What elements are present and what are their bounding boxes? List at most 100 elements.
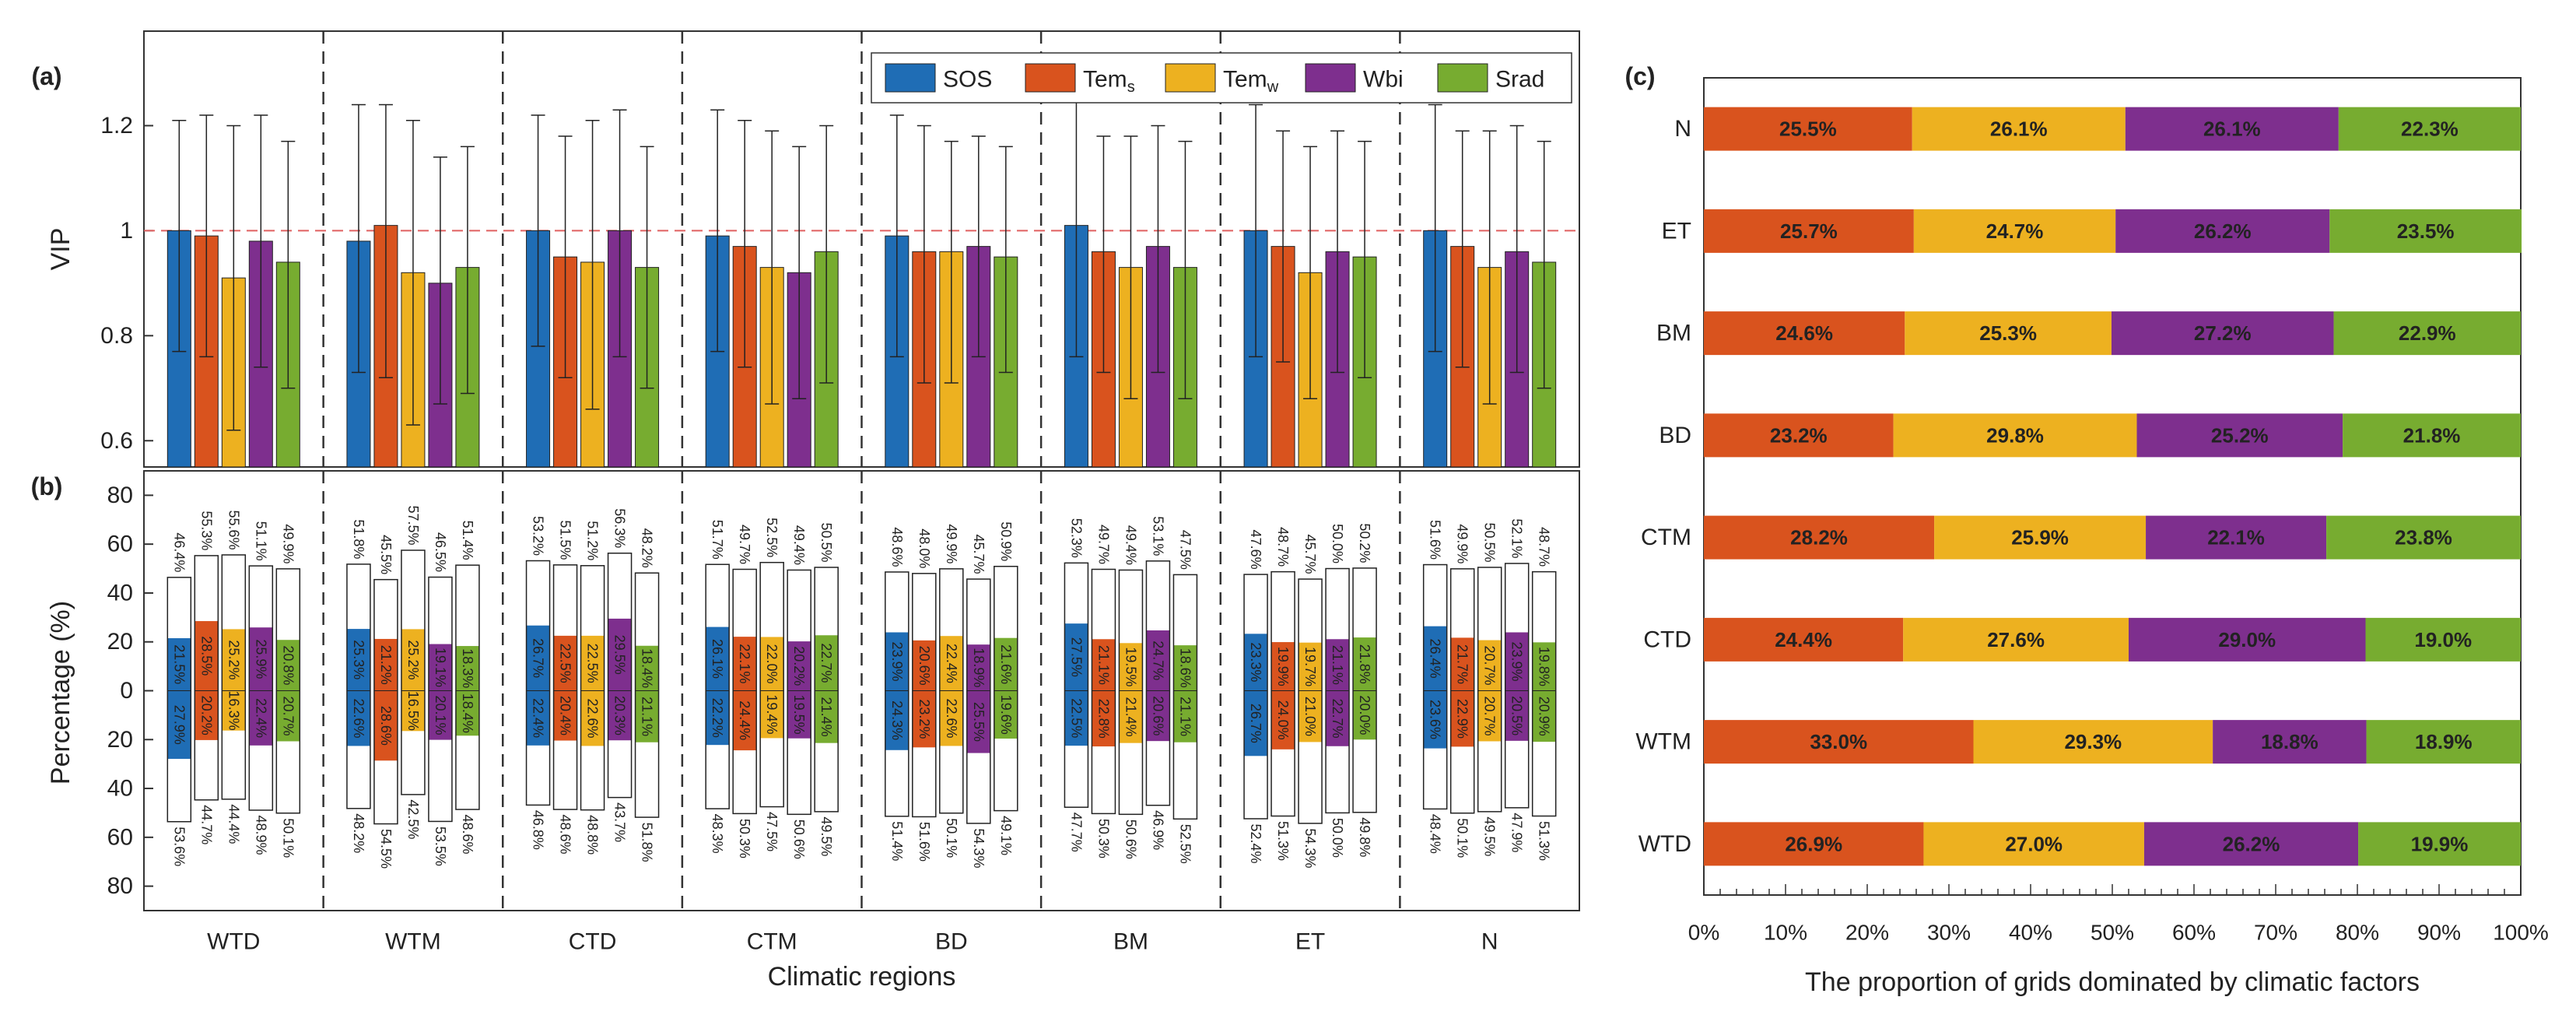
label-pos-total: 50.5% bbox=[1482, 522, 1498, 562]
dominance-bar-label: 27.6% bbox=[1987, 628, 2045, 651]
sig-neg-bar-SOS bbox=[1423, 690, 1447, 749]
label-neg-total: 48.6% bbox=[558, 815, 573, 855]
label-neg-sig: 18.4% bbox=[460, 693, 475, 733]
label-pos-total: 49.4% bbox=[1123, 525, 1138, 565]
sig-neg-bar-Tems bbox=[733, 690, 757, 751]
label-pos-sig: 18.3% bbox=[460, 648, 475, 688]
label-neg-sig: 20.9% bbox=[1537, 697, 1552, 736]
sig-neg-bar-Wbi bbox=[1146, 690, 1170, 742]
label-neg-sig: 19.5% bbox=[791, 695, 807, 735]
sig-neg-bar-Wbi bbox=[1505, 690, 1529, 741]
label-pos-sig: 22.1% bbox=[737, 644, 752, 683]
sig-pos-bar-Wbi bbox=[1326, 639, 1350, 691]
dominance-bar-label: 25.5% bbox=[1779, 118, 1837, 141]
label-pos-sig: 25.2% bbox=[226, 640, 241, 679]
label-neg-sig: 22.6% bbox=[585, 698, 601, 738]
label-pos-sig: 25.2% bbox=[405, 640, 421, 679]
label-neg-total: 51.4% bbox=[889, 821, 905, 861]
dominance-bar-WTD-Wbi bbox=[2143, 822, 2359, 866]
label-pos-sig: 23.3% bbox=[1248, 642, 1263, 682]
sig-pos-bar-SOS bbox=[1064, 623, 1088, 691]
total-box-Wbi bbox=[1504, 563, 1530, 809]
panel-a-ytick-label: 0.8 bbox=[100, 323, 133, 349]
dominance-bar-CTM-Srad bbox=[2326, 515, 2521, 560]
legend-label-Srad: Srad bbox=[1495, 67, 1544, 93]
label-neg-total: 46.8% bbox=[531, 810, 546, 850]
label-pos-total: 48.7% bbox=[1275, 527, 1291, 567]
sig-neg-bar-Temw bbox=[580, 690, 605, 746]
sig-neg-bar-Tems bbox=[1271, 690, 1295, 749]
dominance-bar-CTD-Wbi bbox=[2129, 617, 2366, 662]
dominance-bar-label: 27.2% bbox=[2194, 321, 2252, 345]
label-pos-sig: 18.9% bbox=[971, 648, 987, 687]
dominance-bar-label: 27.0% bbox=[2005, 832, 2063, 855]
label-neg-total: 50.3% bbox=[737, 819, 752, 858]
dominance-bar-N-Wbi bbox=[2125, 107, 2339, 151]
label-pos-sig: 24.7% bbox=[1150, 641, 1165, 680]
label-pos-sig: 21.8% bbox=[1357, 644, 1372, 684]
label-pos-sig: 23.9% bbox=[889, 641, 905, 681]
label-pos-total: 55.6% bbox=[226, 510, 241, 549]
label-pos-sig: 27.5% bbox=[1068, 637, 1084, 677]
sig-neg-bar-Srad bbox=[1353, 690, 1377, 740]
label-pos-total: 51.8% bbox=[351, 519, 366, 559]
sig-neg-bar-SOS bbox=[526, 690, 550, 746]
total-box-Tems bbox=[1270, 570, 1295, 817]
dominance-bar-N-Srad bbox=[2338, 107, 2521, 151]
sig-neg-bar-Srad bbox=[994, 690, 1018, 739]
sig-pos-bar-Wbi bbox=[1146, 630, 1170, 691]
dominance-bar-label: 22.9% bbox=[2399, 321, 2456, 345]
dominance-bar-label: 26.1% bbox=[1990, 118, 2048, 141]
label-neg-sig: 22.6% bbox=[351, 698, 366, 738]
dominance-bar-label: 26.1% bbox=[2203, 118, 2261, 141]
dominance-bar-label: 24.6% bbox=[1775, 321, 1833, 345]
label-pos-sig: 28.5% bbox=[198, 636, 214, 676]
label-pos-total: 45.7% bbox=[1302, 535, 1318, 574]
panel-b-ytick-label: 20 bbox=[107, 629, 133, 655]
dominance-bar-BM-Temw bbox=[1905, 311, 2112, 356]
sig-neg-bar-Srad bbox=[815, 690, 839, 743]
label-pos-sig: 20.6% bbox=[916, 646, 932, 686]
label-pos-sig: 25.3% bbox=[351, 640, 366, 679]
panel-c-frame bbox=[1703, 77, 2522, 896]
dominance-bar-BD-Temw bbox=[1893, 413, 2137, 458]
label-pos-total: 50.5% bbox=[818, 522, 834, 562]
label-pos-total: 51.6% bbox=[1428, 520, 1443, 560]
dominance-bar-WTM-Wbi bbox=[2213, 720, 2367, 764]
total-box-Wbi bbox=[428, 576, 453, 823]
label-pos-sig: 21.5% bbox=[171, 644, 187, 684]
label-neg-sig: 20.3% bbox=[612, 696, 628, 735]
label-neg-sig: 22.5% bbox=[1068, 698, 1084, 738]
panel-b-ytick-label: 0 bbox=[120, 678, 133, 704]
dominance-bar-label: 25.3% bbox=[1979, 321, 2037, 345]
dominance-bar-ET-Wbi bbox=[2115, 209, 2330, 253]
panel-b-ytick-label: 40 bbox=[107, 776, 133, 802]
dominance-bar-label: 24.7% bbox=[1986, 219, 2044, 243]
label-pos-sig: 19.7% bbox=[1302, 647, 1318, 686]
dominance-bar-label: 25.9% bbox=[2011, 526, 2069, 549]
sig-neg-bar-Temw bbox=[1299, 690, 1323, 742]
label-pos-sig: 26.1% bbox=[710, 639, 725, 679]
label-pos-sig: 20.8% bbox=[280, 645, 296, 685]
sig-pos-bar-Temw bbox=[222, 629, 246, 691]
total-box-Tems bbox=[1091, 568, 1116, 815]
total-box-Tems bbox=[194, 555, 219, 801]
label-pos-sig: 25.9% bbox=[253, 639, 268, 679]
dominance-bar-BM-Tems bbox=[1704, 311, 1905, 356]
total-box-Tems bbox=[732, 568, 757, 815]
label-pos-total: 57.5% bbox=[405, 505, 421, 545]
dominance-row-label-CTM: CTM bbox=[1641, 525, 1691, 550]
label-pos-sig: 21.2% bbox=[378, 645, 394, 685]
sig-pos-bar-Srad bbox=[994, 637, 1018, 691]
sig-pos-bar-Tems bbox=[733, 637, 757, 691]
region-label-BD: BD bbox=[935, 929, 968, 955]
label-pos-total: 46.4% bbox=[171, 532, 187, 572]
label-pos-sig: 21.7% bbox=[1455, 644, 1470, 684]
sig-neg-bar-SOS bbox=[885, 690, 909, 750]
dominance-bar-label: 26.9% bbox=[1785, 832, 1842, 855]
label-neg-sig: 21.4% bbox=[1123, 697, 1138, 737]
label-neg-sig: 20.0% bbox=[1357, 695, 1372, 735]
sig-neg-bar-Tems bbox=[1450, 690, 1474, 747]
label-neg-total: 53.5% bbox=[433, 827, 448, 866]
label-pos-total: 56.3% bbox=[612, 508, 628, 548]
